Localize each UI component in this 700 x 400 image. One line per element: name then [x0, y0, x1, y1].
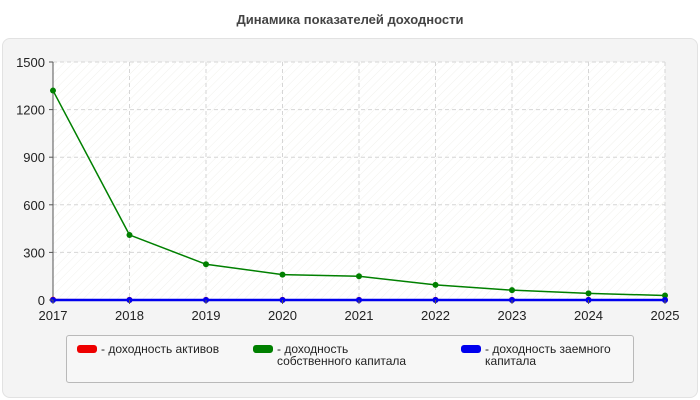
data-point [662, 292, 668, 299]
y-tick-label: 300 [23, 245, 45, 260]
data-point [279, 271, 286, 278]
y-tick-label: 600 [23, 198, 45, 213]
legend-label-debt: - доходность заемного капитала [485, 342, 611, 368]
legend-item-debt: - доходность заемного капитала [461, 343, 631, 367]
legend-label-equity: - доходность собственного капитала [277, 342, 407, 368]
legend-item-equity: - доходность собственного капитала [253, 343, 423, 367]
x-tick-label: 2024 [574, 308, 603, 323]
y-tick-label: 0 [38, 293, 45, 308]
x-tick-label: 2017 [39, 308, 68, 323]
data-point [432, 281, 439, 288]
data-point [50, 87, 56, 94]
y-tick-label: 1200 [16, 103, 45, 118]
legend-swatch-equity [253, 345, 273, 353]
y-tick-label: 900 [23, 150, 45, 165]
tick-labels: 0 300 600 900 1200 1500 2017 2018 2019 2020 2021 20… [16, 55, 679, 323]
x-tick-label: 2022 [421, 308, 450, 323]
chart-title: Динамика показателей доходности [236, 12, 464, 27]
y-tick-label: 1500 [16, 55, 45, 70]
x-tick-label: 2023 [498, 308, 527, 323]
legend-label-assets: - доходность активов [101, 342, 220, 356]
legend-swatch-debt [461, 345, 481, 353]
data-point [585, 290, 592, 297]
x-tick-label: 2021 [345, 308, 374, 323]
legend: - доходность активов - доходность собств… [66, 335, 634, 383]
data-point [509, 287, 515, 294]
x-tick-label: 2020 [268, 308, 297, 323]
x-tick-label: 2018 [115, 308, 144, 323]
grid-lines [53, 61, 666, 300]
legend-swatch-assets [77, 345, 97, 353]
data-point [126, 231, 133, 238]
legend-item-assets: - доходность активов [77, 343, 247, 355]
x-tick-label: 2019 [192, 308, 221, 323]
x-tick-label: 2025 [651, 308, 680, 323]
data-point [356, 273, 362, 280]
data-point [203, 261, 209, 268]
